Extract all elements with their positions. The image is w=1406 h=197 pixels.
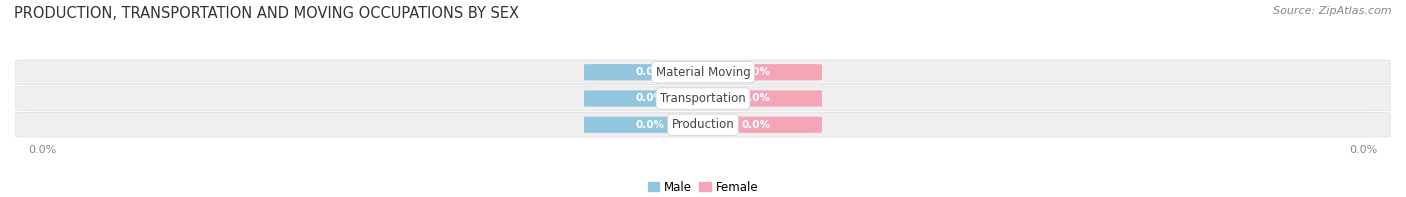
Legend: Male, Female: Male, Female bbox=[643, 176, 763, 197]
Text: PRODUCTION, TRANSPORTATION AND MOVING OCCUPATIONS BY SEX: PRODUCTION, TRANSPORTATION AND MOVING OC… bbox=[14, 6, 519, 21]
Text: 0.0%: 0.0% bbox=[741, 120, 770, 130]
Text: 0.0%: 0.0% bbox=[741, 67, 770, 77]
FancyBboxPatch shape bbox=[583, 90, 716, 107]
Text: 0.0%: 0.0% bbox=[741, 94, 770, 103]
FancyBboxPatch shape bbox=[583, 64, 716, 80]
FancyBboxPatch shape bbox=[690, 90, 823, 107]
FancyBboxPatch shape bbox=[690, 117, 823, 133]
Text: 0.0%: 0.0% bbox=[636, 94, 665, 103]
Text: Source: ZipAtlas.com: Source: ZipAtlas.com bbox=[1274, 6, 1392, 16]
FancyBboxPatch shape bbox=[15, 86, 1391, 111]
FancyBboxPatch shape bbox=[690, 64, 823, 80]
Text: Production: Production bbox=[672, 118, 734, 131]
FancyBboxPatch shape bbox=[583, 117, 716, 133]
FancyBboxPatch shape bbox=[15, 60, 1391, 85]
Text: Transportation: Transportation bbox=[661, 92, 745, 105]
Text: 0.0%: 0.0% bbox=[636, 120, 665, 130]
FancyBboxPatch shape bbox=[15, 112, 1391, 137]
Text: 0.0%: 0.0% bbox=[636, 67, 665, 77]
Text: Material Moving: Material Moving bbox=[655, 66, 751, 79]
